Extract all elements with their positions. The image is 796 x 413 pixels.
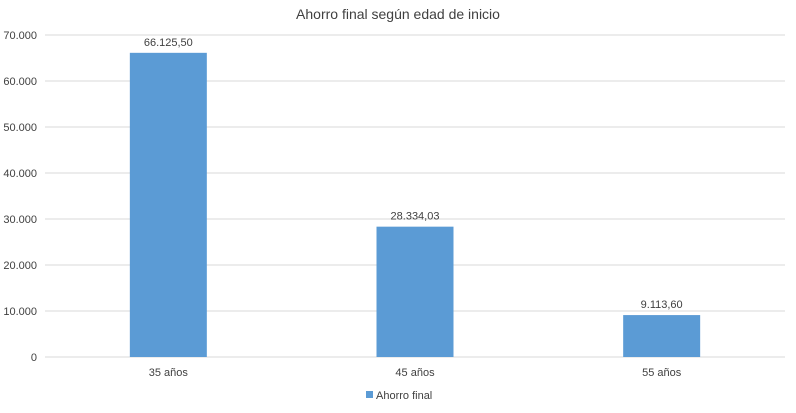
data-label: 66.125,50 — [144, 37, 193, 49]
legend-label: Ahorro final — [376, 390, 432, 402]
bar — [129, 52, 207, 358]
legend-swatch — [366, 391, 373, 398]
x-tick-label: 45 años — [395, 367, 435, 379]
data-label: 9.113,60 — [641, 299, 683, 311]
y-tick-label: 0 — [31, 352, 37, 364]
bar — [623, 315, 701, 357]
x-tick-label: 55 años — [642, 367, 682, 379]
y-tick-label: 10.000 — [3, 306, 37, 318]
x-axis-ticks: 35 años 45 años 55 años — [149, 367, 682, 379]
y-tick-label: 60.000 — [3, 76, 37, 88]
legend: Ahorro final — [366, 390, 432, 402]
x-tick-label: 35 años — [149, 367, 189, 379]
y-tick-label: 70.000 — [3, 30, 37, 42]
data-label: 28.334,03 — [391, 211, 440, 223]
y-axis-ticks: 0 10.000 20.000 30.000 40.000 50.000 60.000 70.… — [3, 30, 37, 364]
chart-title: Ahorro final según edad de inicio — [296, 6, 500, 22]
y-tick-label: 40.000 — [3, 168, 37, 180]
y-tick-label: 20.000 — [3, 260, 37, 272]
bars: 66.125,50 28.334,03 9.113,60 — [129, 37, 701, 358]
y-tick-label: 50.000 — [3, 122, 37, 134]
y-tick-label: 30.000 — [3, 214, 37, 226]
bar — [376, 226, 454, 357]
